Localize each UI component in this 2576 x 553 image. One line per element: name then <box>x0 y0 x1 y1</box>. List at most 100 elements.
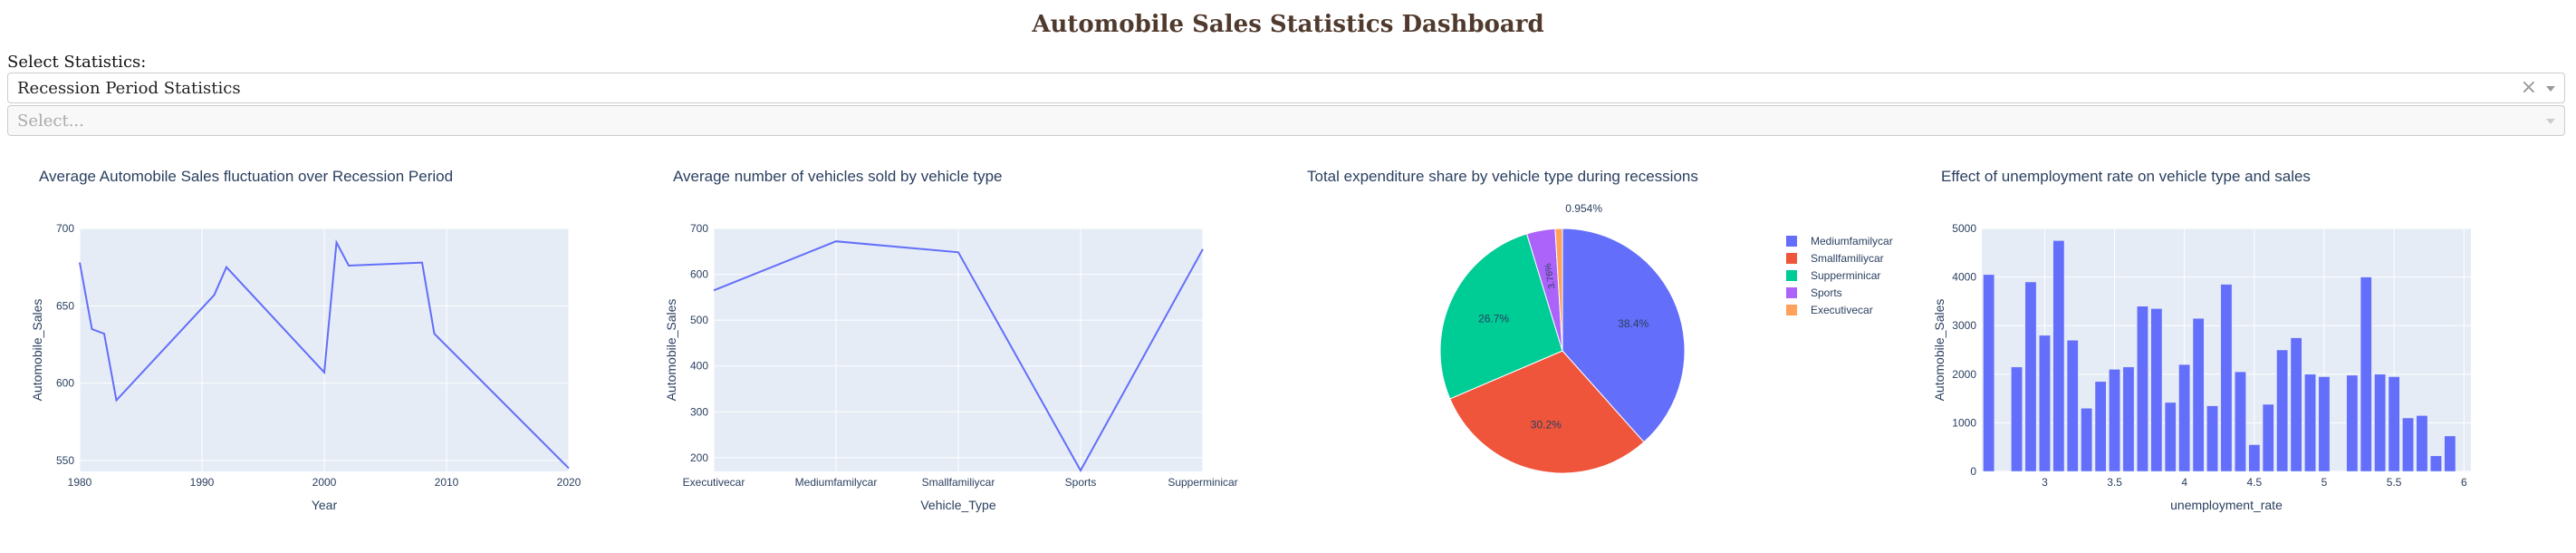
y-tick-label: 400 <box>690 360 708 373</box>
unemployment-bar-chart-svg: Effect of unemployment rate on vehicle t… <box>1932 168 2471 512</box>
pie-label: 38.4% <box>1618 317 1648 330</box>
legend-swatch <box>1786 270 1797 281</box>
bar <box>2137 306 2148 472</box>
y-tick-label: 1000 <box>1952 416 1976 429</box>
statistics-dropdown[interactable]: Recession Period Statistics × <box>7 73 2565 103</box>
y-tick-label: 500 <box>690 314 708 326</box>
y-axis-label: Automobile_Sales <box>30 299 44 402</box>
y-tick-label: 2000 <box>1952 368 1976 381</box>
x-axis-label: Year <box>312 498 338 512</box>
bar <box>2248 444 2261 472</box>
y-tick-label: 600 <box>690 268 708 281</box>
y-tick-label: 700 <box>690 222 708 235</box>
y-tick-label: 3000 <box>1952 319 1976 332</box>
legend-swatch <box>1786 253 1797 264</box>
pie-label: 26.7% <box>1478 313 1509 325</box>
bar <box>2402 417 2414 472</box>
bar <box>2150 308 2163 472</box>
x-tick-label: 5.5 <box>2387 476 2402 489</box>
legend-label: Executivecar <box>1811 304 1873 316</box>
x-axis-label: unemployment_rate <box>2170 498 2283 512</box>
bar <box>2290 337 2302 472</box>
bar <box>2235 371 2246 472</box>
x-tick-label: 5 <box>2321 476 2328 489</box>
legend-swatch <box>1786 305 1797 315</box>
legend-label: Supperminicar <box>1811 269 1880 282</box>
clear-icon[interactable]: × <box>2520 76 2537 99</box>
bar <box>2374 374 2387 472</box>
page-title: Automobile Sales Statistics Dashboard <box>1032 11 1544 38</box>
y-axis-label: Automobile_Sales <box>664 299 678 402</box>
statistics-dropdown-value: Recession Period Statistics <box>17 79 241 98</box>
bar <box>2039 335 2051 472</box>
chart-title: Average Automobile Sales fluctuation ove… <box>39 168 453 185</box>
bar <box>2109 369 2120 472</box>
bar <box>2024 281 2037 472</box>
bar <box>2206 405 2218 472</box>
y-tick-label: 4000 <box>1952 271 1976 284</box>
legend-swatch <box>1786 236 1797 247</box>
x-tick-label: Smallfamiliycar <box>922 476 995 489</box>
bar <box>2164 402 2177 472</box>
chevron-down-icon[interactable] <box>2546 119 2555 124</box>
year-dropdown-placeholder: Select... <box>17 112 84 131</box>
expenditure-pie-chart: Total expenditure share by vehicle type … <box>1268 154 1902 535</box>
bar <box>2122 366 2135 472</box>
bar <box>2346 374 2359 472</box>
bar <box>2066 340 2079 472</box>
expenditure-pie-chart-svg: Total expenditure share by vehicle type … <box>1307 168 1893 474</box>
y-tick-label: 700 <box>56 222 74 235</box>
y-axis-label: Automobile_Sales <box>1932 299 1946 402</box>
pie-slice <box>1554 228 1563 352</box>
bar <box>2178 364 2191 472</box>
legend-label: Mediumfamilycar <box>1811 235 1893 247</box>
x-tick-label: 3.5 <box>2107 476 2122 489</box>
x-axis-label: Vehicle_Type <box>920 498 995 512</box>
unemployment-bar-chart: Effect of unemployment rate on vehicle t… <box>1902 154 2536 535</box>
bar <box>2192 317 2205 472</box>
year-dropdown[interactable]: Select... <box>7 105 2565 136</box>
y-tick-label: 550 <box>56 454 74 467</box>
chart-title: Average number of vehicles sold by vehic… <box>673 168 1003 185</box>
bar <box>2052 240 2065 472</box>
vehicle-type-line-chart-svg: Average number of vehicles sold by vehic… <box>664 168 1238 512</box>
x-tick-label: 1990 <box>190 476 215 489</box>
bar <box>2011 366 2023 472</box>
bar <box>2360 276 2372 472</box>
x-tick-label: 4 <box>2181 476 2187 489</box>
pie-label: 3.76% <box>1543 262 1558 289</box>
legend-label: Smallfamiliycar <box>1811 252 1884 265</box>
pie-label: 0.954% <box>1565 202 1602 215</box>
pie-label: 30.2% <box>1531 419 1562 432</box>
chart-title: Total expenditure share by vehicle type … <box>1307 168 1698 185</box>
bar <box>2262 403 2274 472</box>
pie-slice <box>1562 228 1686 443</box>
vehicle-type-line-chart: Average number of vehicles sold by vehic… <box>634 154 1268 535</box>
y-tick-label: 300 <box>690 405 708 418</box>
chevron-down-icon[interactable] <box>2546 86 2555 92</box>
x-tick-label: Mediumfamilycar <box>795 476 878 489</box>
bar <box>2318 376 2331 472</box>
bar <box>2416 415 2428 472</box>
x-tick-label: 1980 <box>68 476 92 489</box>
x-tick-label: 2010 <box>435 476 459 489</box>
y-tick-label: 600 <box>56 377 74 390</box>
series-line <box>79 238 570 470</box>
y-tick-label: 0 <box>1970 465 1976 478</box>
recession-sales-line-chart-svg: Average Automobile Sales fluctuation ove… <box>30 168 582 512</box>
series-line <box>713 240 1204 473</box>
x-tick-label: Supperminicar <box>1168 476 1237 489</box>
bar <box>1983 274 1995 472</box>
bar <box>2220 284 2233 472</box>
pie-slice <box>1449 350 1645 474</box>
y-tick-label: 200 <box>690 451 708 464</box>
bar <box>2304 374 2316 472</box>
chart-title: Effect of unemployment rate on vehicle t… <box>1941 168 2311 185</box>
x-tick-label: Executivecar <box>683 476 745 489</box>
pie-slice <box>1439 233 1563 400</box>
x-tick-label: 4.5 <box>2247 476 2263 489</box>
legend-label: Sports <box>1811 286 1842 299</box>
bar <box>2094 381 2107 472</box>
bar <box>2430 455 2442 472</box>
x-tick-label: 2000 <box>312 476 337 489</box>
